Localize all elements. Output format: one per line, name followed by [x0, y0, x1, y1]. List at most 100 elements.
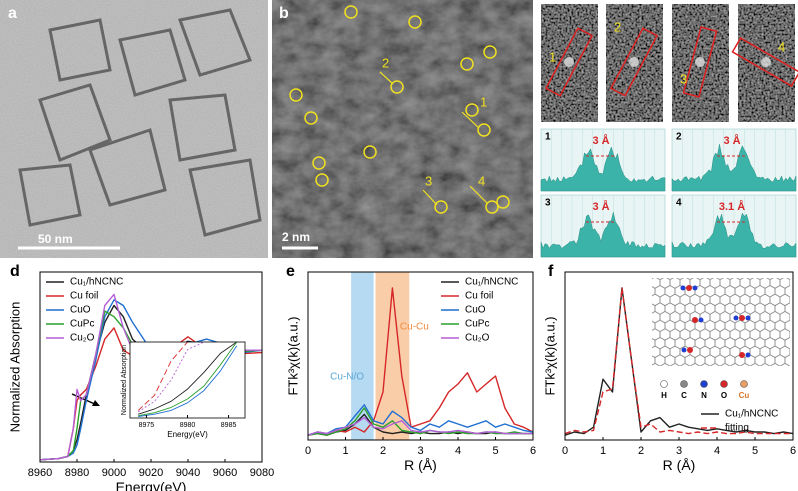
band-label: Cu-N/O — [330, 372, 364, 383]
atom-label: O — [721, 391, 727, 400]
atom-spot — [564, 57, 574, 67]
panel-label: a — [8, 5, 17, 22]
x-tick-label: 8975 — [139, 422, 155, 429]
x-tick-label: 9020 — [139, 467, 163, 479]
atom-spot — [761, 57, 771, 67]
particle-outlines — [18, 8, 262, 237]
x-tick-label: 9040 — [176, 467, 200, 479]
profile-area — [671, 212, 797, 258]
atom-legend: H C N O Cu — [660, 380, 750, 400]
panel-a: 50 nm a — [0, 0, 268, 258]
x-tick-label: 8985 — [221, 422, 237, 429]
x-tick-label: 9080 — [250, 467, 274, 479]
image-label: 4 — [778, 39, 785, 54]
atom-swatch — [740, 380, 748, 388]
x-tick-label: 3 — [676, 445, 682, 457]
marker-label: 4 — [478, 173, 485, 188]
marker-arrows — [379, 71, 488, 206]
x-tick-label: 2 — [380, 445, 386, 457]
series-line — [39, 299, 263, 461]
x-tick-label: 8980 — [65, 467, 89, 479]
marker-label: 3 — [425, 173, 432, 188]
atom-label: C — [681, 391, 687, 400]
atom-spot — [629, 57, 639, 67]
profile-area — [540, 212, 666, 258]
scale-bar-label: 2 nm — [282, 230, 310, 244]
series-line — [307, 416, 533, 436]
y-axis-label: FTk³χ(k)(a.u.) — [542, 316, 557, 395]
x-axis-label: R (Å) — [663, 457, 696, 473]
inset-background — [130, 342, 245, 418]
plot-frame — [307, 271, 534, 441]
panel-b: 1 2 3 4 2 nm b — [272, 0, 533, 258]
profile-label: 1 — [545, 132, 551, 143]
x-tick-label: 6 — [790, 445, 796, 457]
shaded-band — [351, 272, 374, 440]
x-tick-label: 8980 — [180, 422, 196, 429]
legend-label: Cu₁/hNCNC — [465, 277, 518, 288]
legend-label: Cu₂O — [465, 333, 490, 344]
legend-label: Cu foil — [465, 291, 493, 302]
panel-label: e — [286, 263, 295, 280]
panel-label: b — [279, 5, 289, 22]
graphene-lattice — [652, 278, 790, 366]
series-line — [307, 287, 534, 436]
legend-label: fitting — [725, 423, 749, 434]
legend-label: CuO — [70, 305, 91, 316]
x-tick-label: 5 — [752, 445, 758, 457]
image-label: 3 — [680, 71, 687, 86]
x-tick-label: 9060 — [213, 467, 237, 479]
x-axis-label: Energy(eV) — [167, 430, 208, 439]
x-tick-label: 9000 — [102, 467, 126, 479]
x-tick-label: 4 — [455, 445, 461, 457]
atom-swatch — [700, 380, 708, 388]
line-profile-box — [731, 37, 798, 87]
legend-label: Cu₂O — [70, 333, 95, 344]
series-line — [138, 345, 238, 417]
markers: 1 2 3 4 — [382, 55, 487, 188]
image-label: 2 — [614, 19, 621, 34]
profile-label: 3 — [545, 198, 551, 209]
profile-area — [671, 144, 797, 192]
profile-label: 2 — [676, 132, 682, 143]
x-tick-label: 6 — [530, 445, 536, 457]
atom-swatch — [660, 380, 668, 388]
legend-label: CuPc — [70, 319, 94, 330]
x-tick-label: 1 — [342, 445, 348, 457]
series-line — [564, 287, 794, 436]
x-tick-label: 5 — [492, 445, 498, 457]
legend-label: Cu₁/hNCNC — [70, 277, 123, 288]
distance-label: 3 Å — [592, 134, 609, 147]
legend-label: Cu₁/hNCNC — [725, 409, 778, 420]
x-tick-label: 3 — [417, 445, 423, 457]
haadf-texture — [272, 0, 533, 258]
atom-label: H — [661, 391, 667, 400]
x-tick-label: 8960 — [28, 467, 52, 479]
profile-label: 4 — [676, 198, 682, 209]
distance-label: 3.1 Å — [719, 200, 745, 213]
x-axis-label: Energy(eV) — [116, 479, 187, 491]
shaded-band — [375, 272, 410, 440]
marker-label: 2 — [382, 55, 389, 70]
series-line — [137, 341, 188, 411]
line-profile-box — [609, 27, 659, 97]
x-tick-label: 2 — [638, 445, 644, 457]
y-axis-label: Normalized Absorption — [7, 302, 22, 433]
atom-swatch — [720, 380, 728, 388]
panel-label: d — [10, 263, 20, 280]
panel-label: f — [548, 263, 554, 280]
legend-label: CuO — [465, 305, 486, 316]
distance-label: 3 Å — [592, 200, 609, 213]
x-tick-label: 0 — [562, 445, 568, 457]
x-tick-label: 4 — [714, 445, 720, 457]
series-line — [138, 341, 238, 417]
atom-swatch — [680, 380, 688, 388]
defect-sites — [680, 285, 751, 358]
distance-label: 3 Å — [723, 134, 740, 147]
atom-label: Cu — [739, 391, 750, 400]
atom-spot — [695, 57, 705, 67]
legend-label: CuPc — [465, 319, 489, 330]
x-tick-label: 0 — [305, 445, 311, 457]
